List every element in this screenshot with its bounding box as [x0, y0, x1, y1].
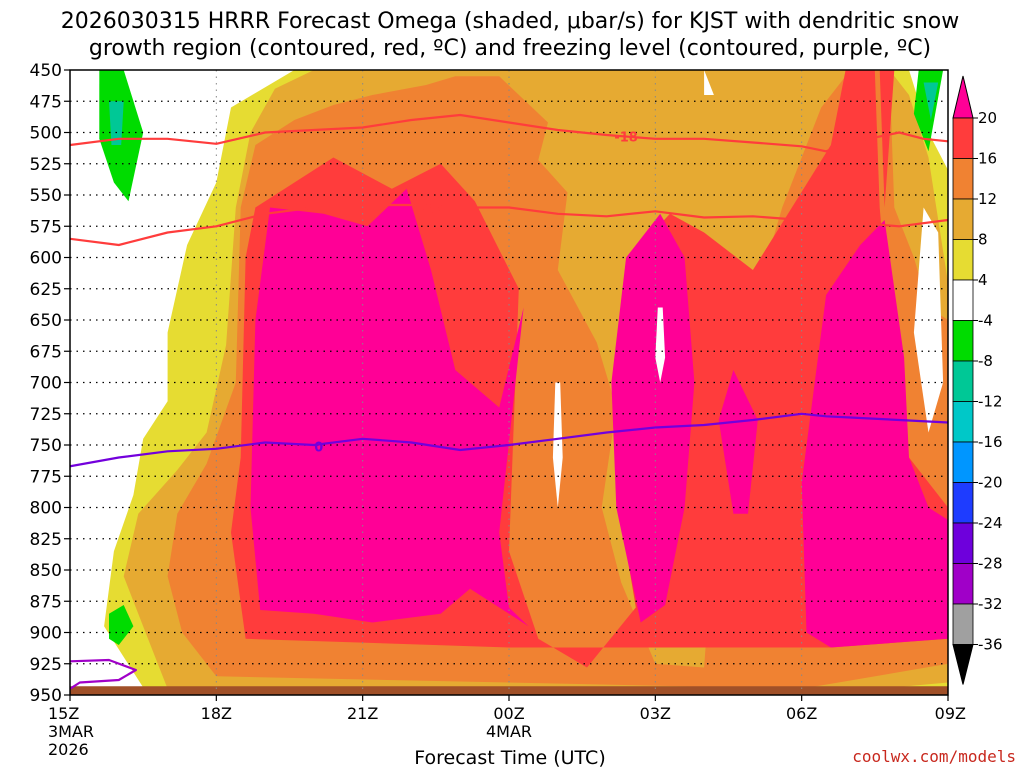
colorbar-label: 20: [978, 109, 997, 127]
freezing-level-near-surface-line: [70, 658, 137, 690]
y-tick-label: 575: [30, 217, 62, 237]
y-tick-label: 825: [30, 530, 62, 550]
colorbar-label: -32: [978, 595, 1003, 613]
y-tick-label: 750: [30, 436, 62, 456]
colorbar-bin: [952, 563, 974, 605]
y-tick-label: 700: [30, 374, 62, 394]
watermark: coolwx.com/models: [852, 747, 1016, 766]
omega-region-14: [704, 70, 714, 95]
colorbar: 20 16 12 8 4 -4 -8 -12 -16 -20 -24 -28 -32 -36: [952, 75, 1003, 685]
x-tick-label: 00Z: [493, 704, 524, 723]
dgz-minus12-line: [70, 203, 948, 247]
x-tick-year: 2026: [48, 740, 89, 759]
y-tick-label: 900: [30, 624, 62, 644]
plot-area: -18 -12 0: [70, 70, 948, 695]
y-tick-label: 675: [30, 342, 62, 362]
x-axis-label: Forecast Time (UTC): [414, 747, 605, 768]
colorbar-bin: [952, 603, 974, 645]
x-tick-date: 3MAR: [48, 722, 94, 741]
colorbar-bin: [952, 360, 974, 402]
omega-region-16: [655, 307, 666, 383]
x-tick-label: 09Z: [935, 704, 966, 723]
ground-strip: [70, 686, 948, 695]
grid-lines: [70, 70, 948, 695]
omega-region-10: [109, 101, 124, 145]
dgz-minus12-label: -12: [419, 203, 443, 218]
colorbar-bin: [952, 482, 974, 524]
y-tick-label: 475: [30, 92, 62, 112]
colorbar-label: 16: [978, 150, 997, 168]
colorbar-label: -20: [978, 474, 1003, 492]
colorbar-bin: [952, 320, 974, 362]
x-tick-label: 06Z: [786, 704, 817, 723]
freezing-level-0c-line: [70, 412, 948, 468]
omega-region-7: [718, 370, 758, 514]
y-tick-label: 600: [30, 249, 62, 269]
y-tick-label: 625: [30, 280, 62, 300]
y-tick-label: 450: [30, 61, 62, 81]
y-tick-label: 525: [30, 155, 62, 175]
y-tick-label: 950: [30, 686, 62, 706]
omega-region-13: [109, 605, 134, 645]
x-tick-label: 03Z: [640, 704, 671, 723]
colorbar-bin: [952, 441, 974, 483]
dgz-minus18-line: [70, 113, 948, 153]
y-tick-label: 725: [30, 405, 62, 425]
chart-title-line2: growth region (contoured, red, ºC) and f…: [89, 36, 931, 61]
omega-region-4: [250, 188, 529, 627]
colorbar-label: 8: [978, 231, 988, 249]
omega-region-5: [611, 213, 695, 623]
colorbar-bin: [952, 279, 974, 321]
chart-title-line1: 2026030315 HRRR Forecast Omega (shaded, …: [61, 9, 960, 34]
colorbar-bottom-arrow: [952, 644, 974, 685]
colorbar-label: -12: [978, 393, 1003, 411]
colorbar-label: -36: [978, 636, 1003, 654]
freezing-level-0c-label: 0: [314, 440, 323, 455]
colorbar-bin: [952, 198, 974, 240]
omega-region-12: [923, 82, 939, 120]
dgz-minus18-label: -18: [614, 130, 638, 145]
colorbar-label: -16: [978, 433, 1003, 451]
y-tick-label: 875: [30, 592, 62, 612]
colorbar-top-arrow: [952, 75, 974, 119]
y-tick-label: 775: [30, 467, 62, 487]
temperature-contours: -18 -12 0: [70, 113, 948, 690]
y-axis: 450 475 500 525 550 575 600 625 650 675 700 725 750 7…: [30, 61, 70, 706]
y-tick-label: 550: [30, 186, 62, 206]
colorbar-label: -4: [978, 312, 993, 330]
omega-region-6: [801, 220, 948, 648]
colorbar-label: -28: [978, 555, 1003, 573]
colorbar-label: -24: [978, 514, 1003, 532]
colorbar-label: 4: [978, 271, 988, 289]
colorbar-bin: [952, 158, 974, 200]
colorbar-bin: [952, 401, 974, 443]
x-tick-label: 18Z: [201, 704, 232, 723]
y-tick-label: 925: [30, 655, 62, 675]
colorbar-label: 12: [978, 190, 997, 208]
y-tick-label: 800: [30, 499, 62, 519]
colorbar-bin: [952, 239, 974, 281]
x-tick-label: 15Z: [48, 704, 79, 723]
y-tick-label: 650: [30, 311, 62, 331]
colorbar-bin: [952, 117, 974, 159]
y-tick-label: 850: [30, 561, 62, 581]
colorbar-bin: [952, 522, 974, 564]
x-tick-date: 4MAR: [486, 722, 532, 741]
x-tick-label: 21Z: [347, 704, 378, 723]
colorbar-label: -8: [978, 352, 993, 370]
omega-region-8: [879, 70, 895, 208]
y-tick-label: 500: [30, 124, 62, 144]
